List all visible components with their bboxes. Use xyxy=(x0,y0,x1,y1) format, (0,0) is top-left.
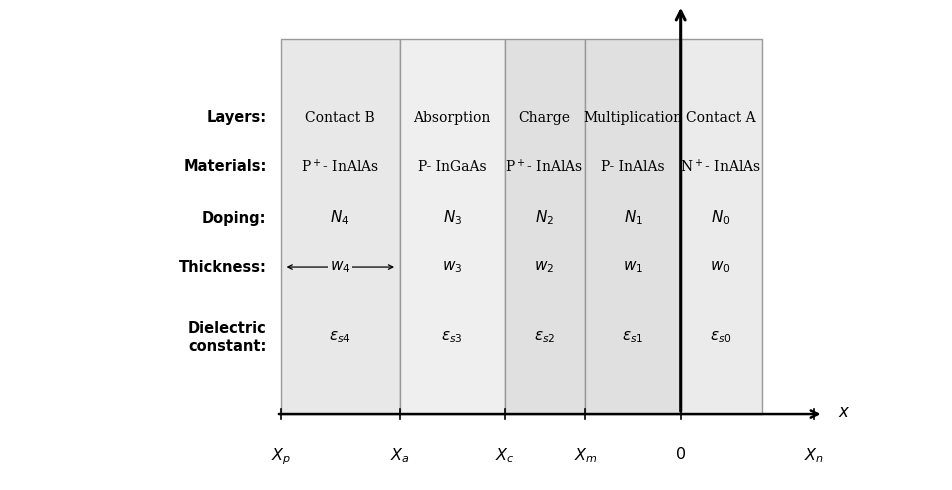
Text: $\varepsilon _{s0}$: $\varepsilon _{s0}$ xyxy=(709,330,732,345)
Text: Multiplication: Multiplication xyxy=(584,111,683,124)
Text: $w_4$: $w_4$ xyxy=(329,259,350,275)
Bar xyxy=(681,39,762,414)
Text: $N_1$: $N_1$ xyxy=(624,209,643,227)
Text: Doping:: Doping: xyxy=(202,211,267,225)
Text: $N_3$: $N_3$ xyxy=(443,209,462,227)
Text: constant:: constant: xyxy=(188,340,267,354)
Text: $X_p$: $X_p$ xyxy=(270,446,291,466)
Text: $N_2$: $N_2$ xyxy=(535,209,554,227)
Text: $X_n$: $X_n$ xyxy=(804,446,823,465)
Text: $\varepsilon _{s2}$: $\varepsilon _{s2}$ xyxy=(534,330,555,345)
Text: $x$: $x$ xyxy=(838,403,850,420)
Text: $w_0$: $w_0$ xyxy=(710,259,731,275)
Text: $X_c$: $X_c$ xyxy=(495,446,514,465)
Text: Materials:: Materials: xyxy=(183,159,267,174)
Text: Contact A: Contact A xyxy=(685,111,756,124)
Bar xyxy=(400,39,505,414)
Text: P- InGaAs: P- InGaAs xyxy=(418,160,486,173)
Text: $\varepsilon _{s3}$: $\varepsilon _{s3}$ xyxy=(442,330,463,345)
Bar xyxy=(281,39,400,414)
Text: P$^+$- InAlAs: P$^+$- InAlAs xyxy=(301,158,379,175)
Text: $X_m$: $X_m$ xyxy=(574,446,597,465)
Text: $w_1$: $w_1$ xyxy=(623,259,644,275)
Text: $N_0$: $N_0$ xyxy=(711,209,730,227)
Text: P$^+$- InAlAs: P$^+$- InAlAs xyxy=(506,158,584,175)
Text: $\varepsilon _{s1}$: $\varepsilon _{s1}$ xyxy=(623,330,644,345)
Text: $X_a$: $X_a$ xyxy=(390,446,409,465)
Text: Absorption: Absorption xyxy=(413,111,491,124)
Text: P- InAlAs: P- InAlAs xyxy=(602,160,664,173)
Text: Contact B: Contact B xyxy=(305,111,375,124)
Text: Layers:: Layers: xyxy=(207,110,267,125)
Text: Charge: Charge xyxy=(519,111,570,124)
Text: Dielectric: Dielectric xyxy=(188,321,267,336)
Text: Thickness:: Thickness: xyxy=(179,260,267,274)
Text: N$^+$- InAlAs: N$^+$- InAlAs xyxy=(680,158,762,175)
Text: $N_4$: $N_4$ xyxy=(330,209,349,227)
Text: $\varepsilon _{s4}$: $\varepsilon _{s4}$ xyxy=(328,330,351,345)
Bar xyxy=(585,39,681,414)
Bar xyxy=(505,39,585,414)
Text: $w_2$: $w_2$ xyxy=(534,259,555,275)
Text: $w_3$: $w_3$ xyxy=(442,259,463,275)
Text: $0$: $0$ xyxy=(675,446,686,462)
